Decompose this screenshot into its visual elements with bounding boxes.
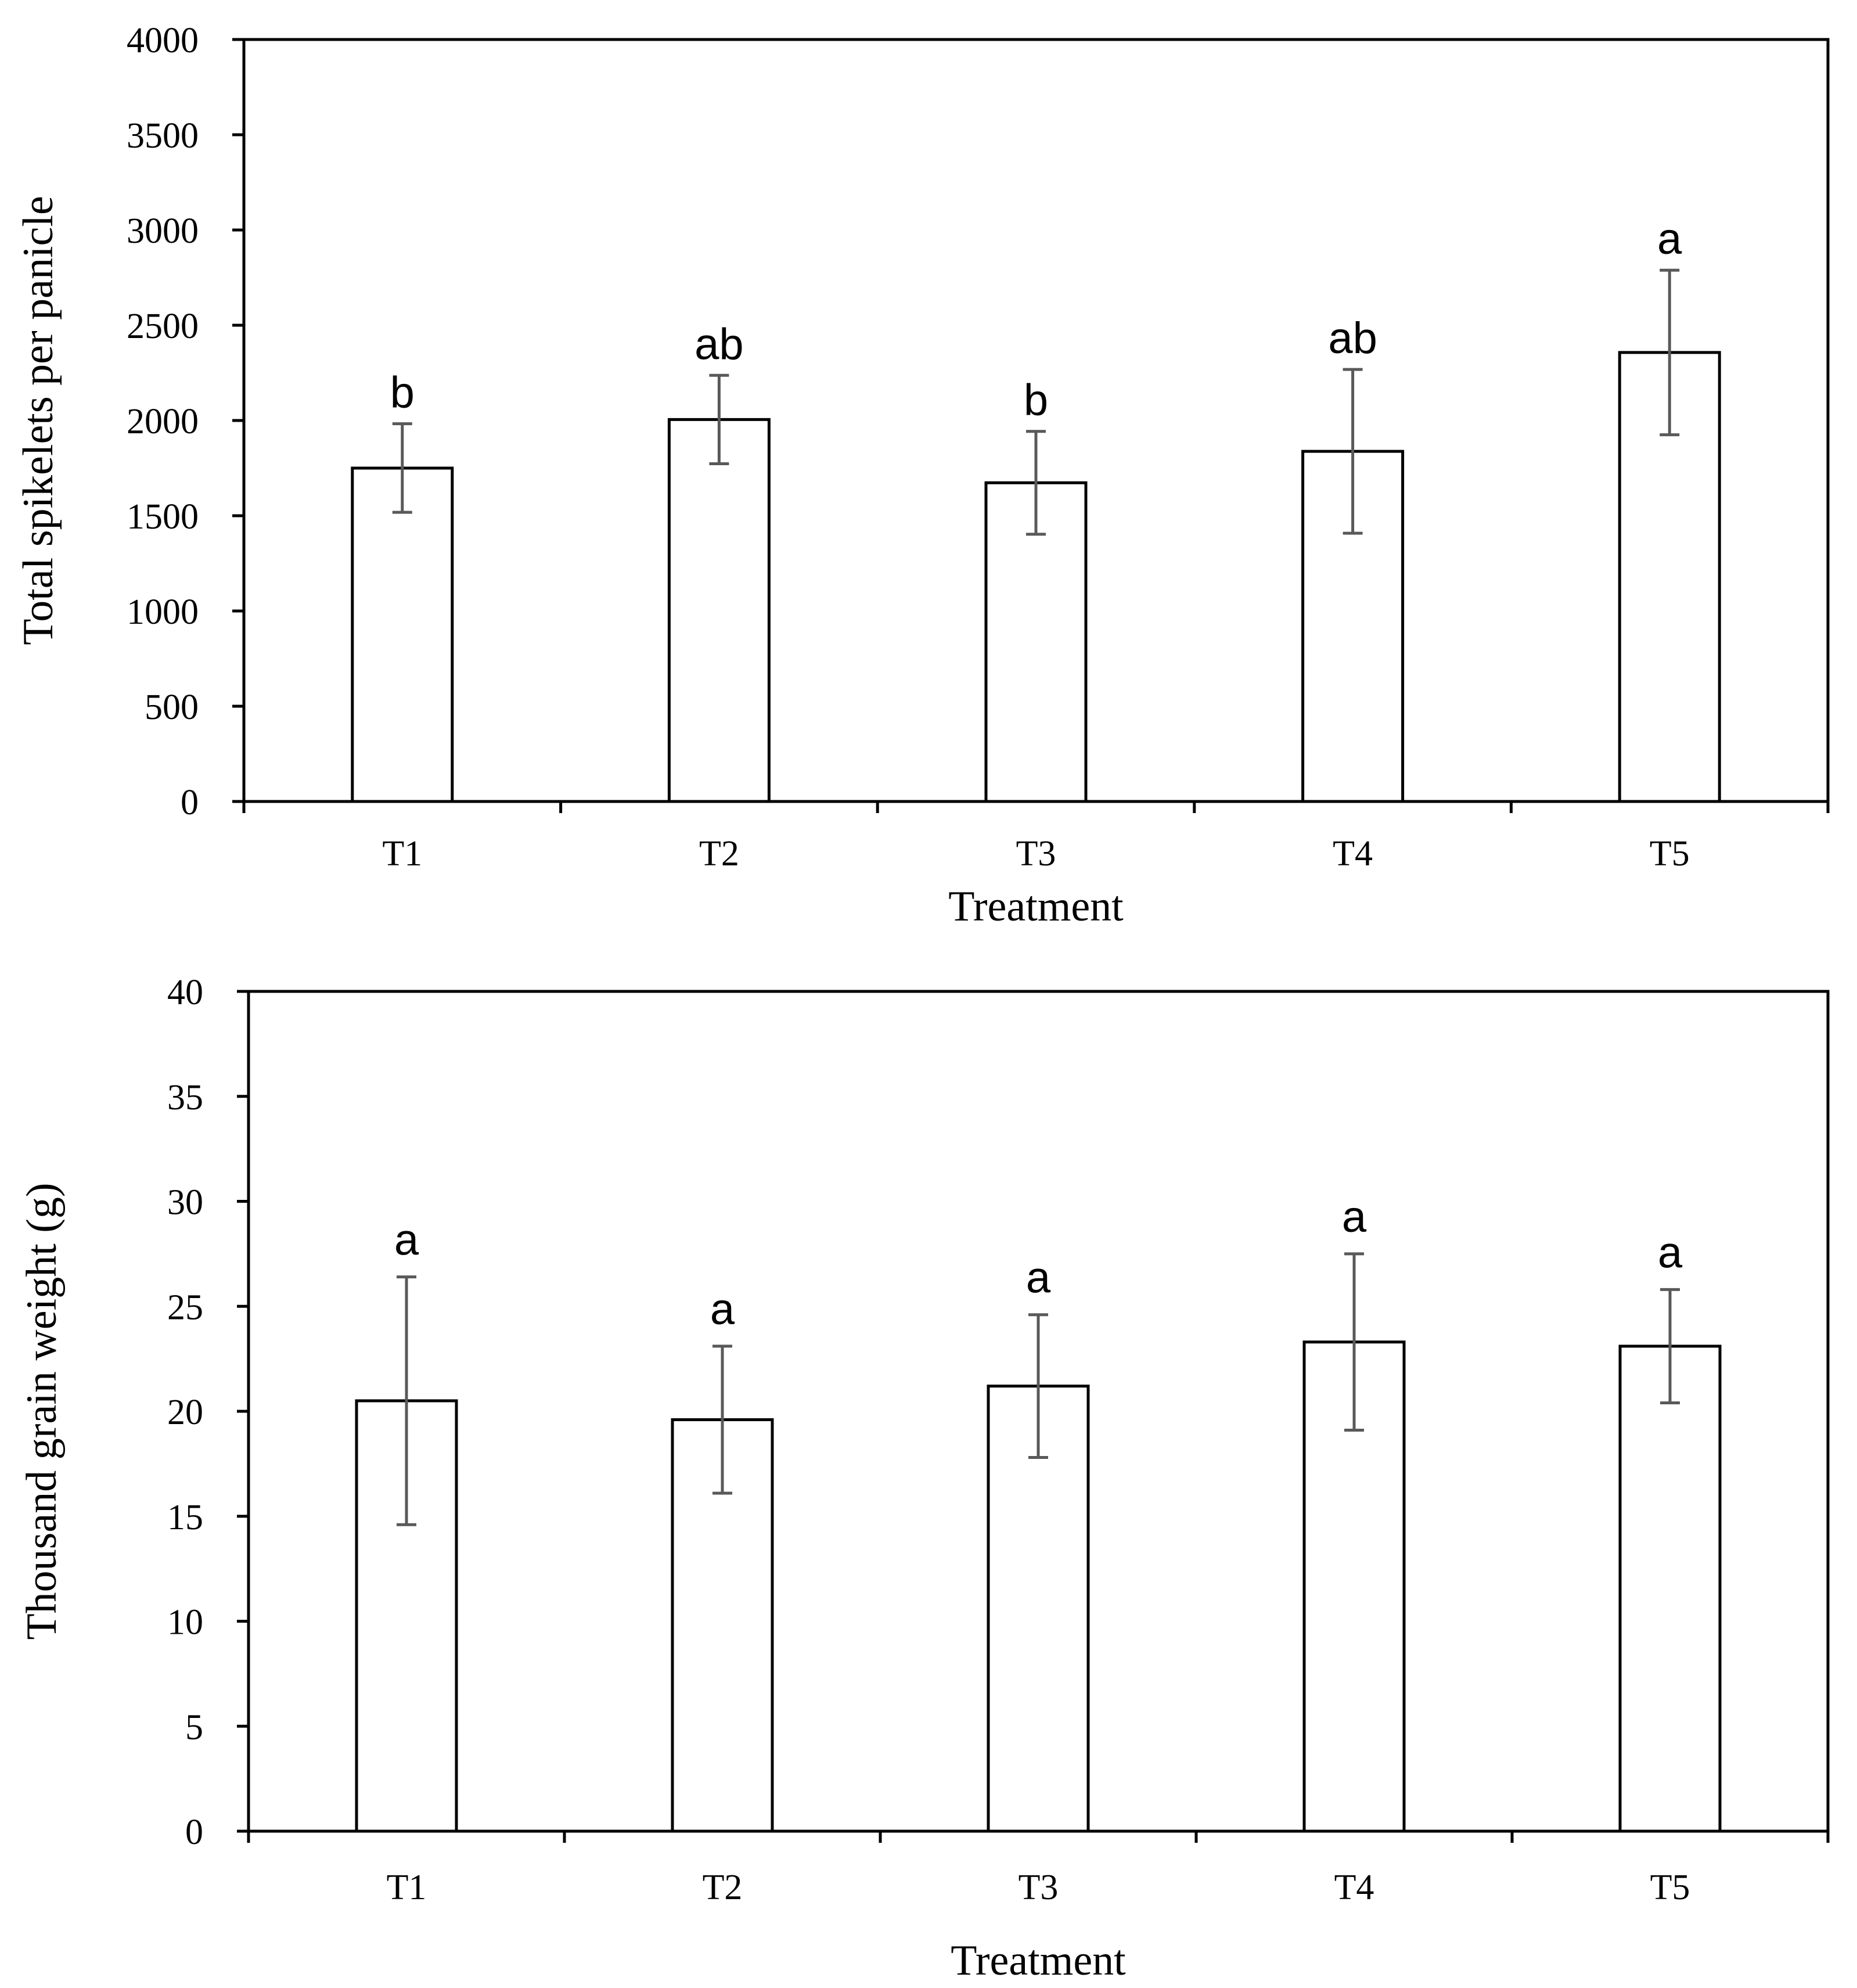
spikelets-y-tick-label: 3000 <box>127 211 199 251</box>
grain-weight-y-tick-label: 10 <box>167 1603 203 1642</box>
spikelets-significance-letter-t5: a <box>1657 214 1682 264</box>
grain-weight-y-tick-label: 0 <box>185 1813 203 1852</box>
spikelets-y-axis-label: Total spikelets per panicle <box>15 196 62 645</box>
grain-weight-error-bar-t3 <box>1028 1313 1048 1459</box>
spikelets-x-tick-label-t4: T4 <box>1333 834 1373 873</box>
grain-weight-x-tick-label-t1: T1 <box>387 1868 427 1907</box>
spikelets-x-axis-label: Treatment <box>948 883 1124 930</box>
spikelets-x-tick-label-t2: T2 <box>699 834 739 873</box>
grain-weight-y-tick-label: 20 <box>167 1393 203 1432</box>
grain-weight-y-axis-ticks: 0 5 10 15 20 25 30 35 40 <box>167 973 249 1852</box>
grain-weight-x-tick-label-t2: T2 <box>703 1868 743 1907</box>
grain-weight-significance-letter-t5: a <box>1658 1228 1683 1277</box>
spikelets-bar-t2 <box>667 418 771 803</box>
spikelets-x-axis-ticks: T1 T2 T3 T4 T5 <box>242 801 1830 873</box>
spikelets-error-bar-t2 <box>709 373 729 465</box>
grain-weight-error-bar-t1 <box>397 1275 416 1526</box>
grain-weight-x-tick-label-t4: T4 <box>1334 1868 1374 1907</box>
spikelets-x-tick-label-t5: T5 <box>1650 834 1690 873</box>
spikelets-error-bar-t5 <box>1660 268 1680 437</box>
spikelets-bars: b ab b ab a <box>351 214 1721 803</box>
spikelets-x-tick-label-t3: T3 <box>1016 834 1056 873</box>
grain-weight-y-axis-label: Thousand grain weight (g) <box>18 1182 66 1640</box>
spikelets-y-tick-label: 1500 <box>127 497 199 537</box>
spikelets-bar-t3 <box>984 481 1088 803</box>
grain-weight-significance-letter-t2: a <box>710 1285 735 1334</box>
spikelets-y-tick-label: 500 <box>145 688 199 727</box>
grain-weight-y-tick-label: 25 <box>167 1288 203 1327</box>
spikelets-significance-letter-t1: b <box>390 368 415 418</box>
spikelets-significance-letter-t2: ab <box>694 319 744 369</box>
spikelets-y-tick-label: 2500 <box>127 307 199 346</box>
grain-weight-chart-panel: 0 5 10 15 20 25 30 35 40 T1 T2 T3 T4 T5 a a a a a Thousa… <box>18 973 1830 1985</box>
spikelets-error-bar-t4 <box>1343 368 1363 535</box>
spikelets-y-tick-label: 2000 <box>127 402 199 441</box>
spikelets-y-axis-ticks: 0 500 1000 1500 2000 2500 3000 3500 4000 <box>127 21 244 822</box>
grain-weight-error-bar-t2 <box>712 1344 732 1495</box>
grain-weight-error-bar-t4 <box>1344 1252 1364 1432</box>
spikelets-error-bar-t3 <box>1026 430 1046 536</box>
grain-weight-y-tick-label: 35 <box>167 1078 203 1117</box>
grain-weight-bars: a a a a a <box>355 1192 1722 1833</box>
grain-weight-y-tick-label: 5 <box>185 1707 203 1747</box>
spikelets-significance-letter-t3: b <box>1024 376 1048 425</box>
grain-weight-y-tick-label: 40 <box>167 973 203 1012</box>
grain-weight-y-tick-label: 30 <box>167 1183 203 1223</box>
grain-weight-significance-letter-t3: a <box>1026 1253 1051 1303</box>
grain-weight-x-axis-label: Treatment <box>951 1937 1126 1985</box>
spikelets-y-tick-label: 4000 <box>127 21 199 60</box>
spikelets-significance-letter-t4: ab <box>1328 314 1377 363</box>
spikelets-y-tick-label: 3500 <box>127 116 199 156</box>
grain-weight-x-tick-label-t5: T5 <box>1650 1868 1690 1907</box>
spikelets-x-tick-label-t1: T1 <box>382 834 422 873</box>
spikelets-bar-t1 <box>351 466 454 803</box>
spikelets-y-tick-label: 1000 <box>127 592 199 632</box>
grain-weight-y-tick-label: 15 <box>167 1498 203 1537</box>
grain-weight-error-bar-t5 <box>1660 1288 1680 1405</box>
spikelets-y-tick-label: 0 <box>181 783 199 822</box>
grain-weight-x-tick-label-t3: T3 <box>1019 1868 1059 1907</box>
spikelets-error-bar-t1 <box>392 422 412 514</box>
grain-weight-x-axis-ticks: T1 T2 T3 T4 T5 <box>247 1831 1830 1907</box>
grain-weight-bar-t5 <box>1618 1344 1722 1833</box>
grain-weight-significance-letter-t4: a <box>1342 1192 1367 1242</box>
grain-weight-significance-letter-t1: a <box>394 1216 419 1265</box>
